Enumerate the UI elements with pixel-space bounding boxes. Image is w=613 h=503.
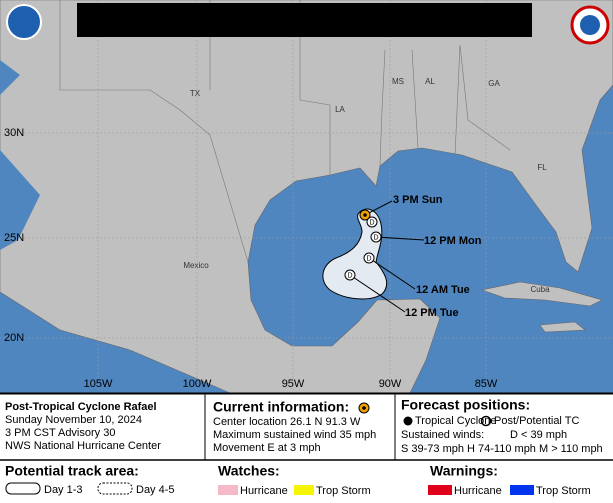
hurricane-warning-swatch: [428, 485, 452, 495]
forecast-point: [344, 269, 356, 281]
current-info: Maximum sustained wind 35 mph: [213, 429, 376, 441]
region-label: FL: [537, 163, 547, 172]
legend-entry: Post/Potential TC: [494, 415, 579, 427]
section-title: Watches:: [218, 463, 280, 479]
storm-info: NWS National Hurricane Center: [5, 440, 161, 452]
graticule: [0, 0, 613, 393]
current-info: Center location 26.1 N 91.3 W: [213, 416, 361, 428]
tc-icon: [403, 416, 413, 426]
longitude-label: 100W: [183, 378, 212, 390]
forecast-point: [363, 252, 375, 264]
legend-entry: Trop Storm: [536, 485, 591, 497]
nws-logo-inner: [580, 15, 600, 35]
legend-entry: Tropical Cyclone: [415, 415, 497, 427]
legend-entry: Trop Storm: [316, 485, 371, 497]
noaa-logo: [6, 4, 42, 40]
current-icon-dot: [362, 406, 366, 410]
winds-title: Sustained winds:: [401, 429, 484, 441]
longitude-label: 95W: [282, 378, 305, 390]
forecast-point-symbol: D: [347, 272, 352, 279]
region-label: GA: [488, 79, 500, 88]
current-position-dot: [363, 213, 367, 217]
forecast-point: [366, 216, 378, 228]
forecast-point-symbol: D: [369, 219, 374, 226]
land: [0, 0, 613, 394]
region-label: Mexico: [183, 261, 209, 270]
storm-info: Post-Tropical Cyclone Rafael: [5, 401, 157, 413]
legend-entry: Day 4-5: [136, 484, 175, 496]
ts-warning-swatch: [510, 485, 534, 495]
latitude-label: 25N: [4, 232, 24, 244]
section-title: Forecast positions:: [401, 397, 530, 413]
region-label: MS: [392, 77, 404, 86]
section-title: Warnings:: [430, 463, 498, 479]
forecast-time-label: 12 PM Tue: [405, 307, 459, 319]
gulf-of-california: [0, 60, 40, 250]
winds-entry: S 39-73 mph H 74-110 mph M > 110 mph: [401, 443, 603, 455]
storm-info: 3 PM CST Advisory 30: [5, 427, 115, 439]
forecast-cone: [322, 208, 388, 300]
islands: [480, 281, 603, 333]
longitude-label: 90W: [379, 378, 402, 390]
legend-entry: Hurricane: [454, 485, 502, 497]
hurricane-watch-swatch: [218, 485, 238, 495]
day45-swatch: [97, 482, 133, 495]
day13-swatch: [5, 482, 41, 495]
region-label: AL: [425, 77, 435, 86]
latitude-label: 20N: [4, 332, 24, 344]
forecast-point-symbol: D: [366, 255, 371, 262]
forecast-time-label: 12 PM Mon: [424, 235, 482, 247]
latitude-label: 30N: [4, 127, 24, 139]
section-title: Potential track area:: [5, 463, 139, 479]
ptc-icon: [480, 415, 492, 427]
current-info: Movement E at 3 mph: [213, 442, 321, 454]
longitude-label: 105W: [84, 378, 113, 390]
section-title: Current information:: [213, 399, 349, 415]
legend-entry: Hurricane: [240, 485, 288, 497]
winds-entry: D < 39 mph: [510, 429, 567, 441]
region-label: Cuba: [530, 285, 550, 294]
forecast-point-symbol: D: [373, 234, 378, 241]
legend-entry: Day 1-3: [44, 484, 83, 496]
banner-bg: [77, 3, 532, 37]
forecast-time-label: 3 PM Sun: [393, 194, 443, 206]
forecast-point: [370, 231, 382, 243]
longitude-label: 85W: [475, 378, 498, 390]
ts-watch-swatch: [294, 485, 314, 495]
region-label: LA: [335, 105, 345, 114]
region-label: TX: [190, 89, 201, 98]
forecast-time-label: 12 AM Tue: [416, 284, 470, 296]
storm-info: Sunday November 10, 2024: [5, 414, 142, 426]
